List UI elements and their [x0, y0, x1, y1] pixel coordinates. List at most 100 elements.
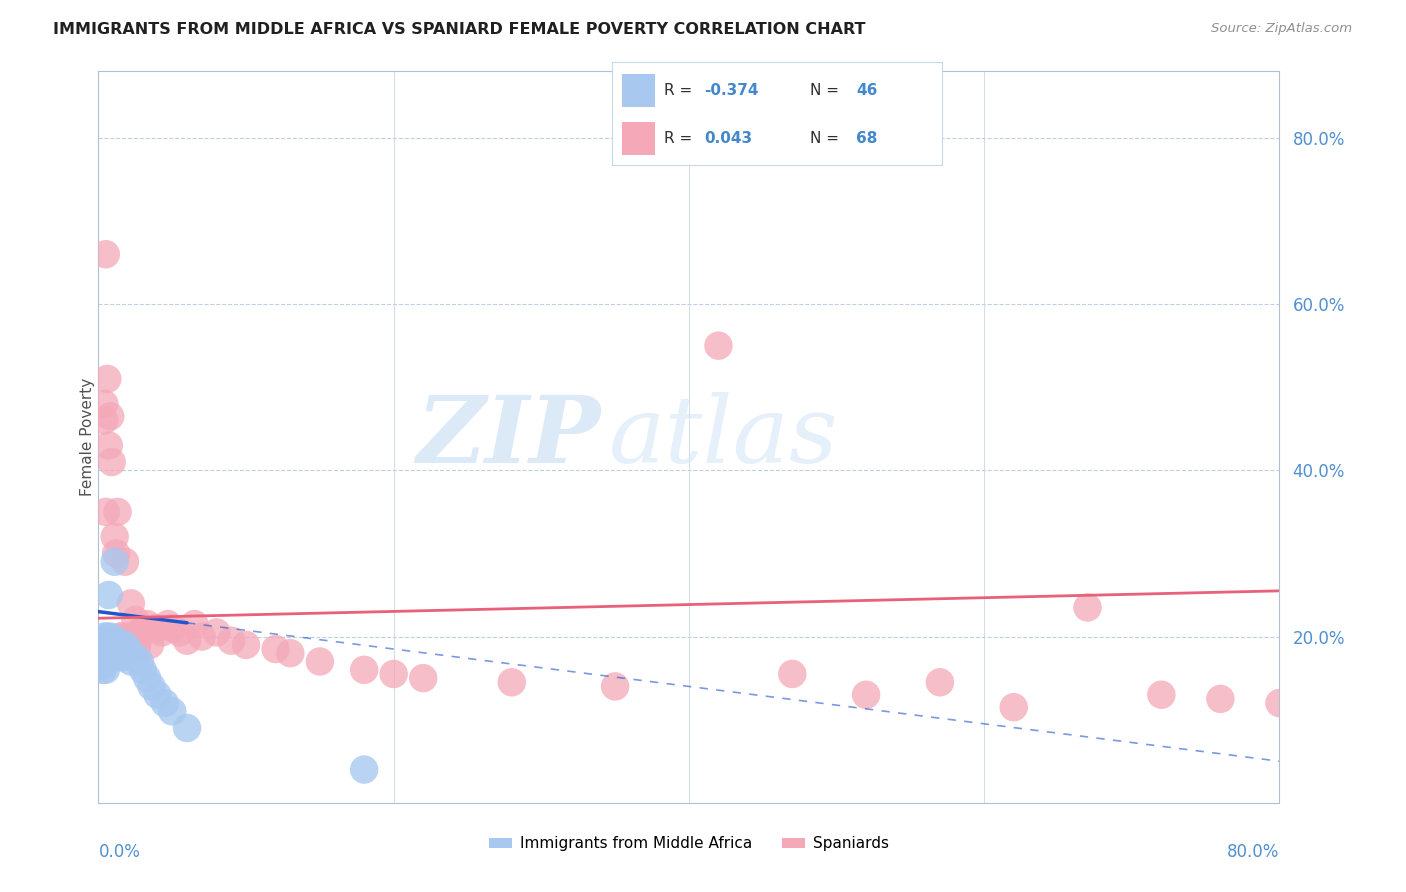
- Point: [91, 650, 114, 665]
- Point: [94, 642, 117, 657]
- Text: N =: N =: [810, 131, 844, 146]
- Point: [98, 409, 121, 424]
- Point: [235, 638, 257, 652]
- Point: [104, 530, 127, 544]
- Point: [91, 650, 114, 665]
- Point: [103, 650, 125, 665]
- Point: [412, 671, 434, 685]
- Point: [93, 397, 115, 411]
- Point: [93, 630, 115, 644]
- Point: [1209, 692, 1232, 706]
- Text: Source: ZipAtlas.com: Source: ZipAtlas.com: [1212, 22, 1353, 36]
- Point: [309, 655, 332, 669]
- Point: [93, 413, 115, 427]
- Point: [90, 658, 112, 673]
- Point: [104, 555, 127, 569]
- Text: N =: N =: [810, 83, 844, 97]
- Point: [139, 638, 162, 652]
- Point: [150, 625, 173, 640]
- Point: [108, 642, 131, 657]
- Point: [156, 617, 179, 632]
- Text: 0.0%: 0.0%: [98, 843, 141, 861]
- Point: [98, 646, 121, 660]
- Point: [94, 505, 117, 519]
- Text: R =: R =: [665, 83, 697, 97]
- Point: [103, 642, 125, 657]
- Point: [132, 663, 155, 677]
- Point: [782, 667, 804, 681]
- Point: [91, 633, 114, 648]
- Text: 68: 68: [856, 131, 877, 146]
- Point: [124, 650, 146, 665]
- Point: [117, 630, 139, 644]
- Text: R =: R =: [665, 131, 697, 146]
- Text: -0.374: -0.374: [704, 83, 759, 97]
- Text: 46: 46: [856, 83, 877, 97]
- Point: [105, 546, 128, 560]
- Text: IMMIGRANTS FROM MIDDLE AFRICA VS SPANIARD FEMALE POVERTY CORRELATION CHART: IMMIGRANTS FROM MIDDLE AFRICA VS SPANIAR…: [53, 22, 866, 37]
- Point: [104, 642, 127, 657]
- Point: [146, 688, 169, 702]
- Point: [108, 650, 131, 665]
- Point: [117, 642, 139, 657]
- Point: [114, 555, 136, 569]
- Point: [1268, 696, 1291, 710]
- Point: [183, 617, 205, 632]
- Point: [96, 642, 118, 657]
- Point: [112, 650, 135, 665]
- Point: [105, 633, 128, 648]
- Point: [162, 705, 183, 719]
- Point: [91, 663, 114, 677]
- Point: [141, 680, 163, 694]
- Bar: [621, 74, 655, 106]
- Point: [1002, 700, 1025, 714]
- Point: [89, 650, 111, 665]
- Point: [96, 633, 118, 648]
- Text: 80.0%: 80.0%: [1227, 843, 1279, 861]
- Point: [146, 621, 169, 635]
- Text: 0.043: 0.043: [704, 131, 752, 146]
- Point: [91, 633, 114, 648]
- Point: [382, 667, 405, 681]
- Point: [132, 621, 155, 635]
- Point: [128, 630, 150, 644]
- Legend: Immigrants from Middle Africa, Spaniards: Immigrants from Middle Africa, Spaniards: [482, 830, 896, 857]
- Y-axis label: Female Poverty: Female Poverty: [80, 378, 94, 496]
- Point: [97, 633, 120, 648]
- Point: [91, 642, 114, 657]
- Point: [1077, 600, 1099, 615]
- Point: [264, 642, 287, 657]
- Point: [100, 650, 122, 665]
- Point: [929, 675, 952, 690]
- Point: [98, 650, 121, 665]
- Point: [90, 658, 112, 673]
- Point: [162, 621, 183, 635]
- Point: [169, 625, 191, 640]
- Point: [100, 646, 122, 660]
- Point: [707, 338, 730, 352]
- Point: [97, 650, 120, 665]
- Point: [221, 633, 243, 648]
- Point: [1150, 688, 1173, 702]
- Point: [121, 638, 143, 652]
- Point: [114, 638, 136, 652]
- Point: [115, 638, 138, 652]
- Point: [97, 438, 120, 452]
- Point: [96, 630, 118, 644]
- Point: [605, 680, 627, 694]
- Point: [90, 646, 112, 660]
- Point: [97, 642, 120, 657]
- Point: [280, 646, 302, 660]
- Point: [118, 642, 141, 657]
- Point: [353, 763, 375, 777]
- Point: [111, 630, 134, 644]
- Point: [128, 655, 150, 669]
- Point: [205, 625, 228, 640]
- Point: [501, 675, 523, 690]
- Point: [107, 642, 129, 657]
- Point: [153, 696, 176, 710]
- Point: [94, 650, 117, 665]
- Point: [100, 455, 122, 469]
- Point: [89, 655, 111, 669]
- Point: [100, 638, 122, 652]
